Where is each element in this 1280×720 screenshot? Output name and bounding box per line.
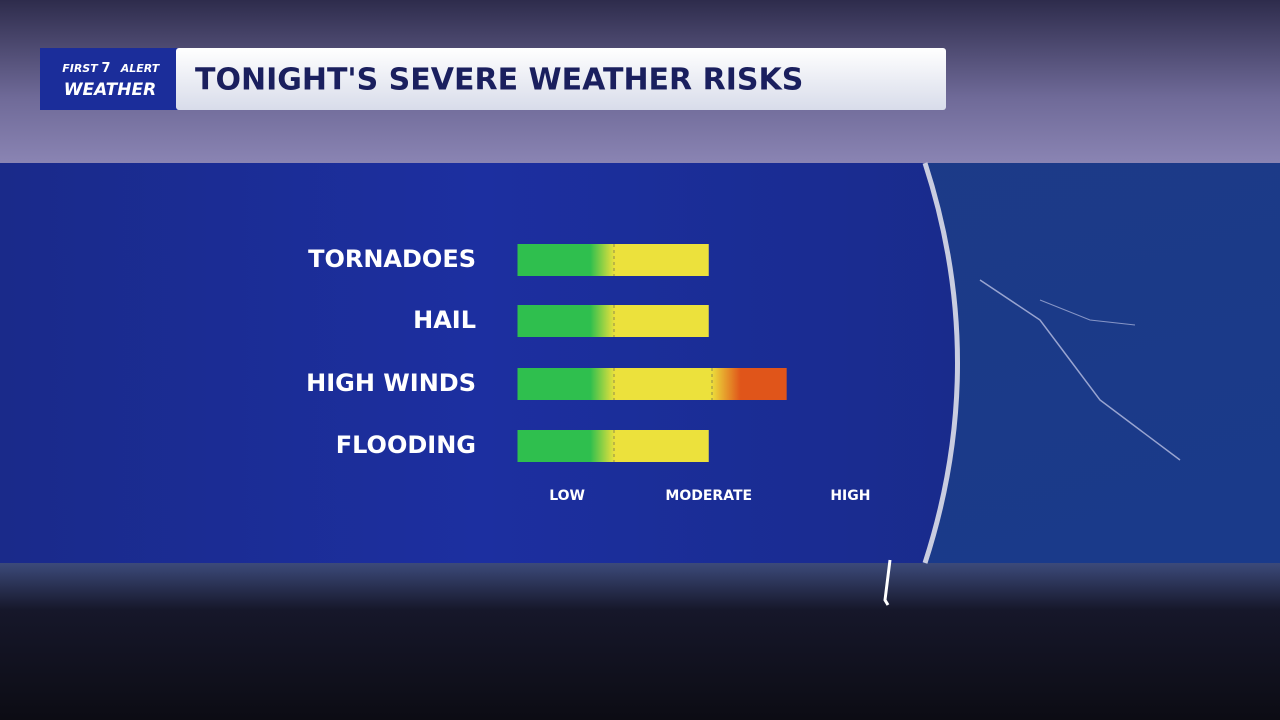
title-bar [176, 48, 946, 110]
logo-text: WEATHER [64, 80, 156, 100]
x-tick-label: HIGH [830, 488, 870, 504]
main-panel [0, 163, 958, 563]
lightning-bolt [883, 559, 892, 606]
logo-badge: 7 [101, 61, 110, 76]
panel-edge [922, 162, 960, 564]
bar [517, 244, 709, 276]
lightning [979, 279, 1181, 461]
lightning [1039, 299, 1136, 326]
chart-title: TONIGHT'S SEVERE WEATHER RISKS [195, 63, 803, 98]
category-label: TORNADOES [308, 245, 476, 273]
bar [517, 305, 709, 337]
ground [0, 563, 1280, 720]
x-tick-label: LOW [549, 488, 585, 504]
bar [517, 430, 709, 462]
category-label: FLOODING [336, 431, 476, 459]
plot: TORNADOES HAIL HIGH WINDS FLOODING LOW MODERA… [306, 244, 870, 504]
bar [517, 368, 787, 400]
logo-text: FIRST [62, 62, 99, 75]
logo-box [40, 48, 178, 110]
logo-text: ALERT [120, 62, 161, 75]
category-label: HIGH WINDS [306, 369, 476, 397]
category-label: HAIL [413, 306, 476, 334]
x-tick-label: MODERATE [665, 488, 752, 504]
